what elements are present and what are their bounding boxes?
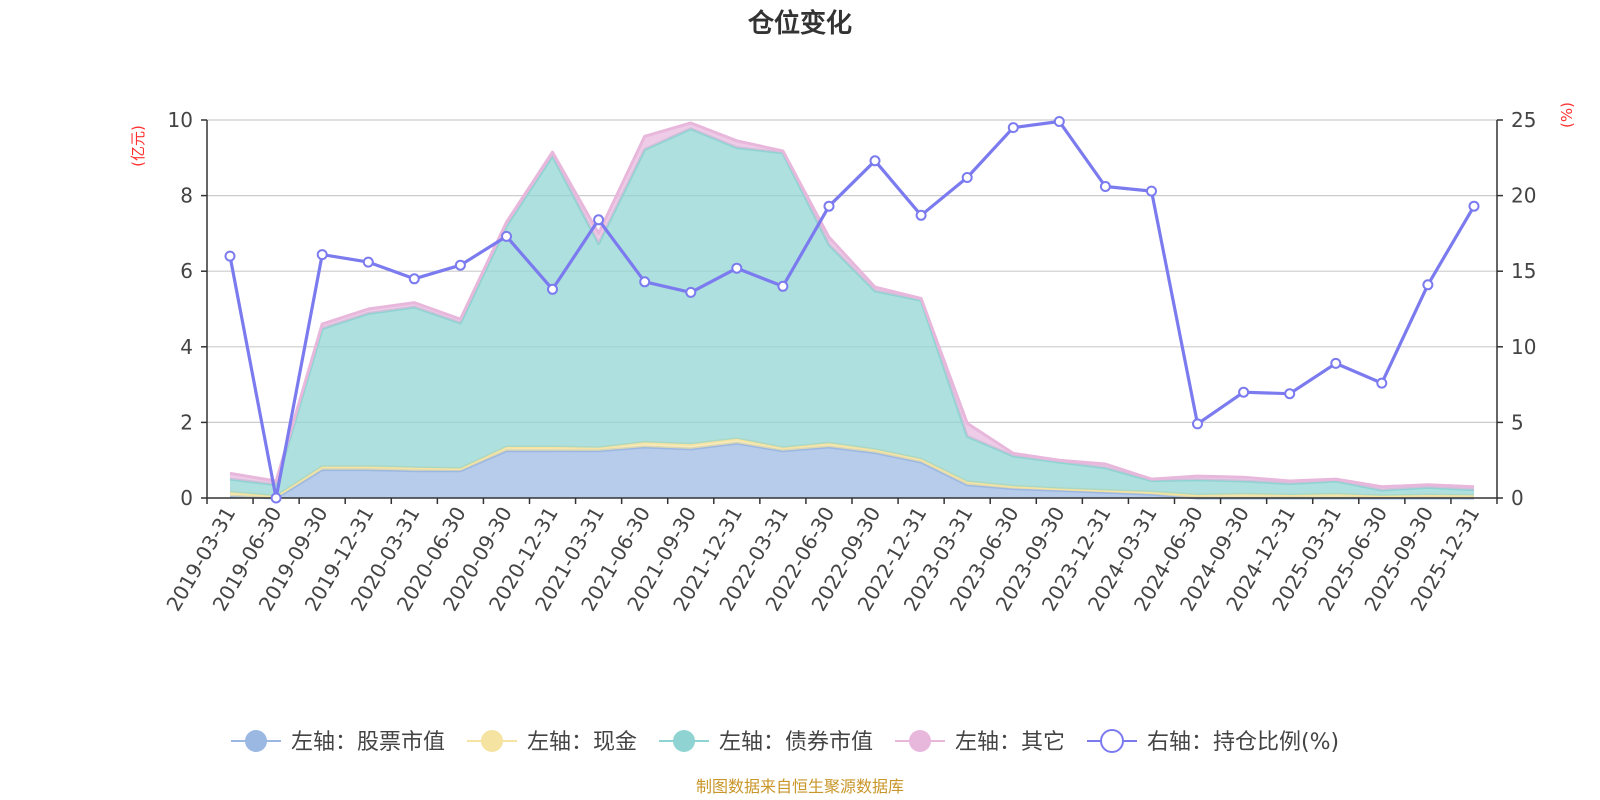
legend-label-2: 左轴：现金 <box>527 730 637 755</box>
ratio-line-series <box>224 116 1480 504</box>
left-tick-label: 4 <box>180 335 193 359</box>
ratio-point <box>1284 388 1296 400</box>
ratio-point <box>1053 116 1065 127</box>
left-tick-label: 2 <box>180 410 193 434</box>
left-tick-labels: 0 2 4 6 8 10 <box>168 108 193 510</box>
right-tick-label: 0 <box>1511 486 1524 510</box>
legend: 左轴：股票市值 左轴：现金 左轴：债券市值 左轴：其它 右轴：持仓比例(%) <box>231 729 1339 755</box>
legend-label-4: 左轴：其它 <box>955 730 1065 755</box>
axes <box>201 119 1503 504</box>
legend-marker-1 <box>245 730 267 752</box>
legend-marker-5 <box>1100 729 1124 753</box>
ratio-point <box>1468 200 1480 212</box>
legend-marker-4 <box>909 730 931 752</box>
area-top-line-4 <box>229 121 1475 489</box>
ratio-point <box>777 280 789 292</box>
chart-title: 仓位变化 <box>747 8 852 39</box>
ratio-point <box>593 214 605 226</box>
right-tick-label: 20 <box>1511 184 1536 208</box>
ratio-point <box>685 286 697 298</box>
ratio-point <box>408 273 420 285</box>
legend-marker-3 <box>673 730 695 752</box>
ratio-point <box>454 259 466 271</box>
ratio-point <box>1099 181 1111 192</box>
ratio-point <box>270 492 282 504</box>
stacked-areas <box>229 121 1475 500</box>
ratio-point <box>961 172 973 183</box>
ratio-point <box>547 283 558 295</box>
ratio-point <box>1376 377 1388 389</box>
x-tick-labels: 2019-03-312019-06-302019-09-302019-12-31… <box>161 503 1484 616</box>
ratio-point <box>823 200 835 212</box>
ratio-line <box>228 119 1476 500</box>
ratio-point <box>1007 122 1019 134</box>
area-3 <box>230 128 1474 497</box>
left-tick-label: 0 <box>180 486 193 510</box>
ratio-point <box>501 230 512 242</box>
ratio-point <box>1238 386 1250 398</box>
ratio-point <box>639 276 651 288</box>
ratio-point <box>915 209 927 221</box>
right-tick-labels: 0 5 10 15 20 25 <box>1511 108 1536 510</box>
ratio-point <box>1422 279 1434 291</box>
ratio-point <box>1146 185 1157 197</box>
data-source-note: 制图数据来自恒生聚源数据库 <box>696 777 904 796</box>
right-tick-label: 5 <box>1511 410 1524 434</box>
area-1 <box>230 443 1474 498</box>
legend-label-5: 右轴：持仓比例(%) <box>1147 730 1339 755</box>
ratio-point <box>1330 357 1342 369</box>
ratio-point <box>869 155 881 167</box>
left-axis-unit: (亿元) <box>129 125 147 167</box>
ratio-point <box>362 256 374 268</box>
ratio-point <box>316 249 328 261</box>
right-axis-unit: (%) <box>1558 102 1576 128</box>
ratio-point <box>731 262 743 274</box>
left-tick-label: 10 <box>168 108 193 132</box>
ratio-point <box>1192 418 1203 430</box>
left-tick-label: 6 <box>180 259 193 283</box>
legend-label-3: 左轴：债券市值 <box>719 730 873 755</box>
ratio-point <box>224 250 236 262</box>
right-tick-label: 15 <box>1511 259 1536 283</box>
left-tick-label: 8 <box>180 184 193 208</box>
right-tick-label: 25 <box>1511 108 1536 132</box>
legend-label-1: 左轴：股票市值 <box>291 730 445 755</box>
right-tick-label: 10 <box>1511 335 1536 359</box>
legend-marker-2 <box>481 730 503 752</box>
